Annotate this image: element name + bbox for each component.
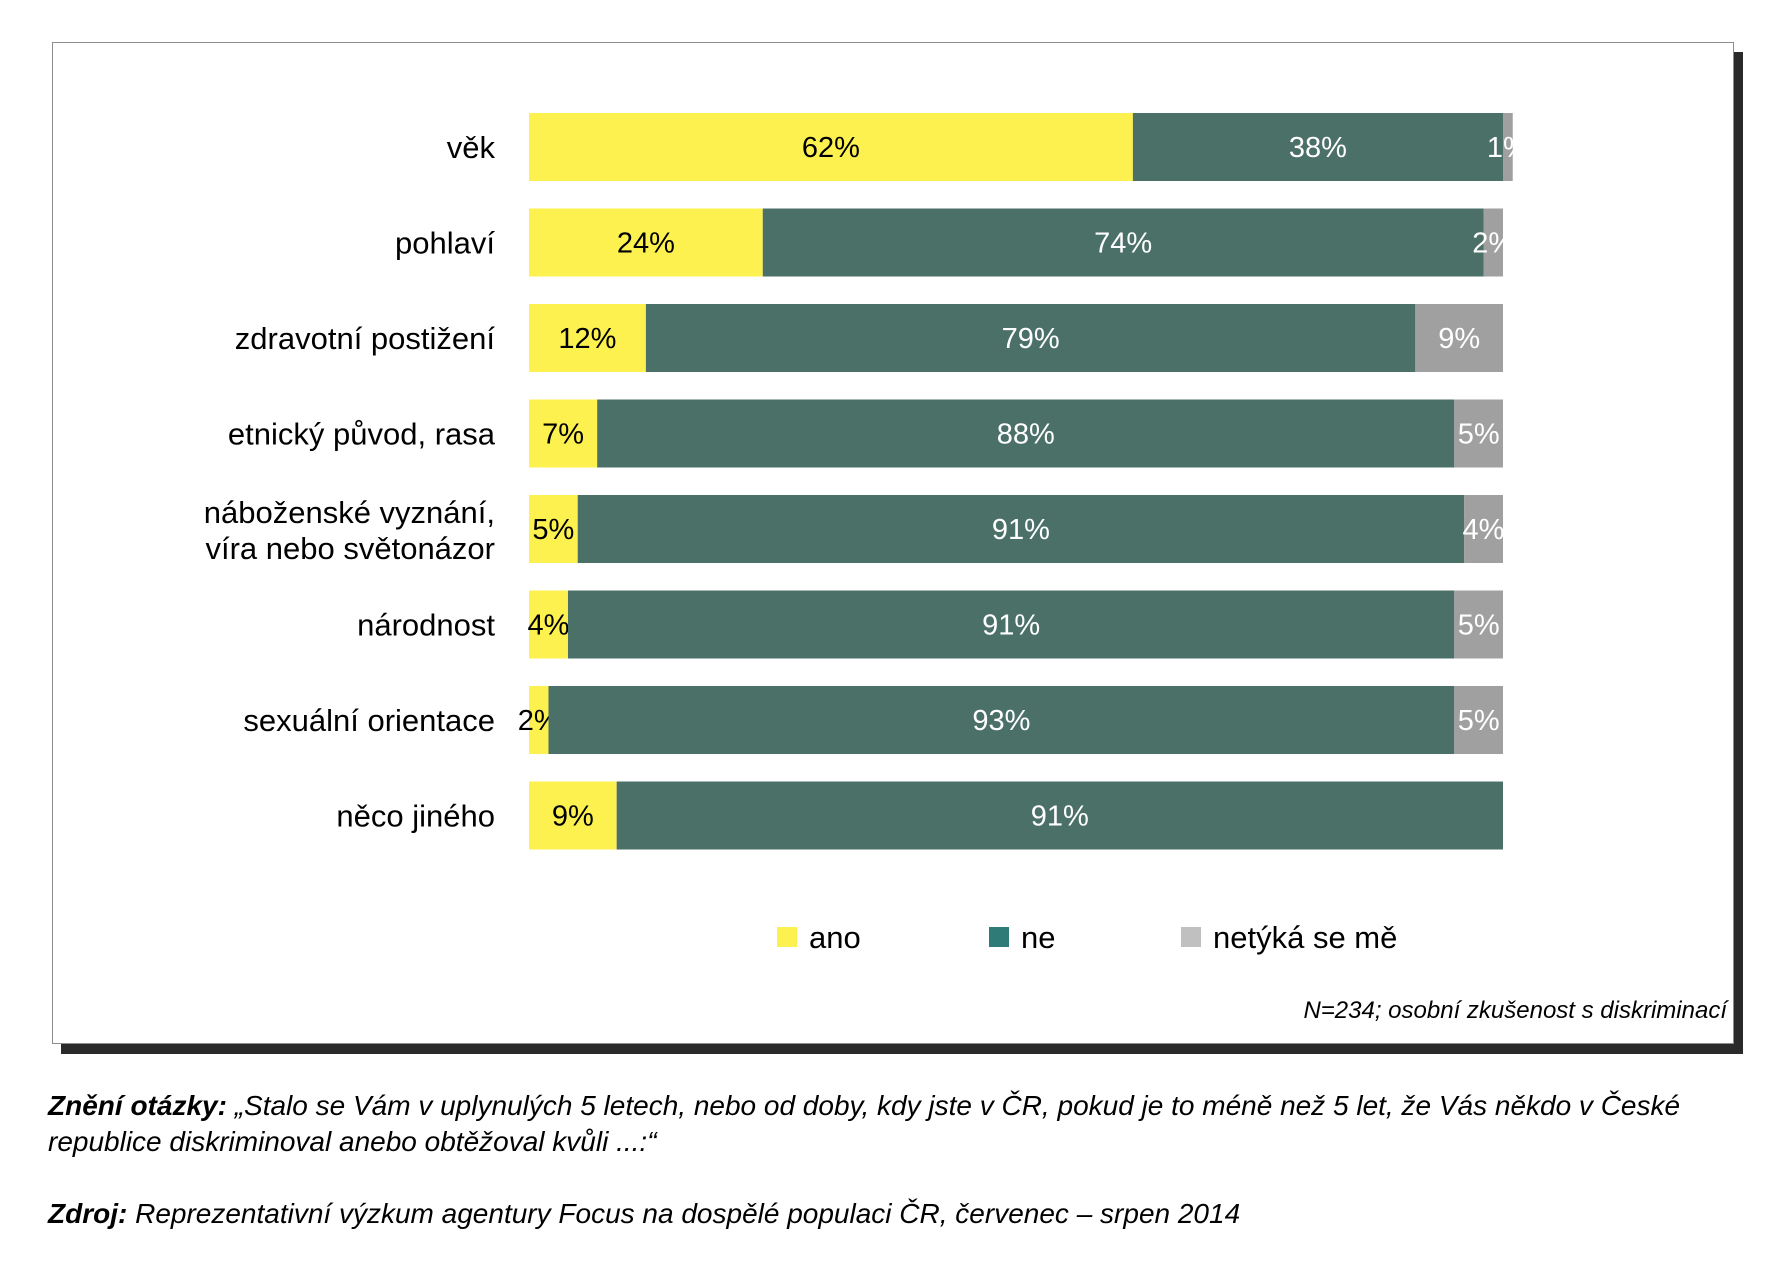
- data-label: 5%: [1458, 419, 1500, 451]
- bar-segment: [1503, 113, 1513, 181]
- data-label: 12%: [558, 323, 616, 355]
- footnote: Znění otázky: „Stalo se Vám v uplynulých…: [48, 1088, 1688, 1268]
- data-label: 93%: [972, 705, 1030, 737]
- bar-segment: [529, 686, 549, 754]
- data-label: 2%: [1472, 228, 1514, 260]
- bar-segment: [1464, 495, 1503, 563]
- data-label: 7%: [542, 419, 584, 451]
- bar-segment: [529, 781, 617, 850]
- data-label: 62%: [802, 132, 860, 164]
- data-label: 5%: [1458, 610, 1500, 642]
- category-label: náboženské vyznání, víra nebo světonázor: [204, 495, 495, 566]
- stacked-bar-chart: věk 62% 38% 1% pohlaví 24% 74% 2% zdravotní post…: [204, 113, 1729, 1024]
- bar-segment: [529, 590, 568, 659]
- question-text: „Stalo se Vám v uplynulých 5 letech, neb…: [48, 1090, 1681, 1157]
- sample-note: N=234; osobní zkušenost s diskriminací: [1303, 997, 1729, 1024]
- bar-segment: [645, 304, 1416, 372]
- category-label: něco jiného: [336, 799, 495, 834]
- question-label: Znění otázky:: [48, 1090, 227, 1121]
- bar-segment: [597, 399, 1455, 468]
- category-label: věk: [447, 130, 496, 165]
- bar-segment: [1483, 208, 1503, 277]
- data-label: 38%: [1289, 132, 1347, 164]
- bar-segment: [548, 686, 1455, 754]
- data-label: 4%: [528, 610, 570, 642]
- category-label: etnický původ, rasa: [228, 417, 496, 452]
- bar-segment: [762, 208, 1484, 277]
- category-label: zdravotní postižení: [235, 321, 496, 356]
- data-label: 1%: [1487, 132, 1529, 164]
- bar-segment: [529, 399, 598, 468]
- data-label: 74%: [1094, 228, 1152, 260]
- data-label: 91%: [982, 610, 1040, 642]
- chart-frame: věk 62% 38% 1% pohlaví 24% 74% 2% zdravotní post…: [52, 42, 1734, 1044]
- question-note: Znění otázky: „Stalo se Vám v uplynulých…: [48, 1088, 1688, 1160]
- data-label: 79%: [1002, 323, 1060, 355]
- source-text: Reprezentativní výzkum agentury Focus na…: [135, 1198, 1241, 1229]
- bar-segment: [1454, 686, 1503, 754]
- bar-segment: [529, 113, 1133, 181]
- category-label: sexuální orientace: [243, 703, 495, 738]
- legend-label: ne: [1021, 920, 1055, 955]
- bar-segment: [529, 304, 646, 372]
- legend-marker: [1181, 927, 1201, 947]
- legend-label: netýká se mě: [1213, 920, 1397, 955]
- data-label: 4%: [1463, 514, 1505, 546]
- legend-label: ano: [809, 920, 861, 955]
- data-label: 91%: [992, 514, 1050, 546]
- bar-segment: [567, 590, 1455, 659]
- bar-segment: [616, 781, 1503, 850]
- category-label: pohlaví: [395, 226, 495, 261]
- data-label: 91%: [1031, 801, 1089, 833]
- data-label: 24%: [617, 228, 675, 260]
- data-label: 5%: [1458, 705, 1500, 737]
- data-label: 9%: [552, 801, 594, 833]
- data-label: 9%: [1438, 323, 1480, 355]
- legend-marker: [989, 927, 1009, 947]
- bar-segment: [1415, 304, 1503, 372]
- source-label: Zdroj:: [48, 1198, 128, 1229]
- bar-segment: [529, 208, 763, 277]
- legend-marker: [777, 927, 797, 947]
- bar-segment: [529, 495, 578, 563]
- bar-segment: [1454, 590, 1503, 659]
- category-label: národnost: [357, 608, 495, 643]
- data-label: 88%: [997, 419, 1055, 451]
- data-label: 5%: [532, 514, 574, 546]
- bar-segment: [1132, 113, 1503, 181]
- bar-segment: [577, 495, 1465, 563]
- source-note: Zdroj: Reprezentativní výzkum agentury F…: [48, 1196, 1688, 1232]
- bar-segment: [1454, 399, 1503, 468]
